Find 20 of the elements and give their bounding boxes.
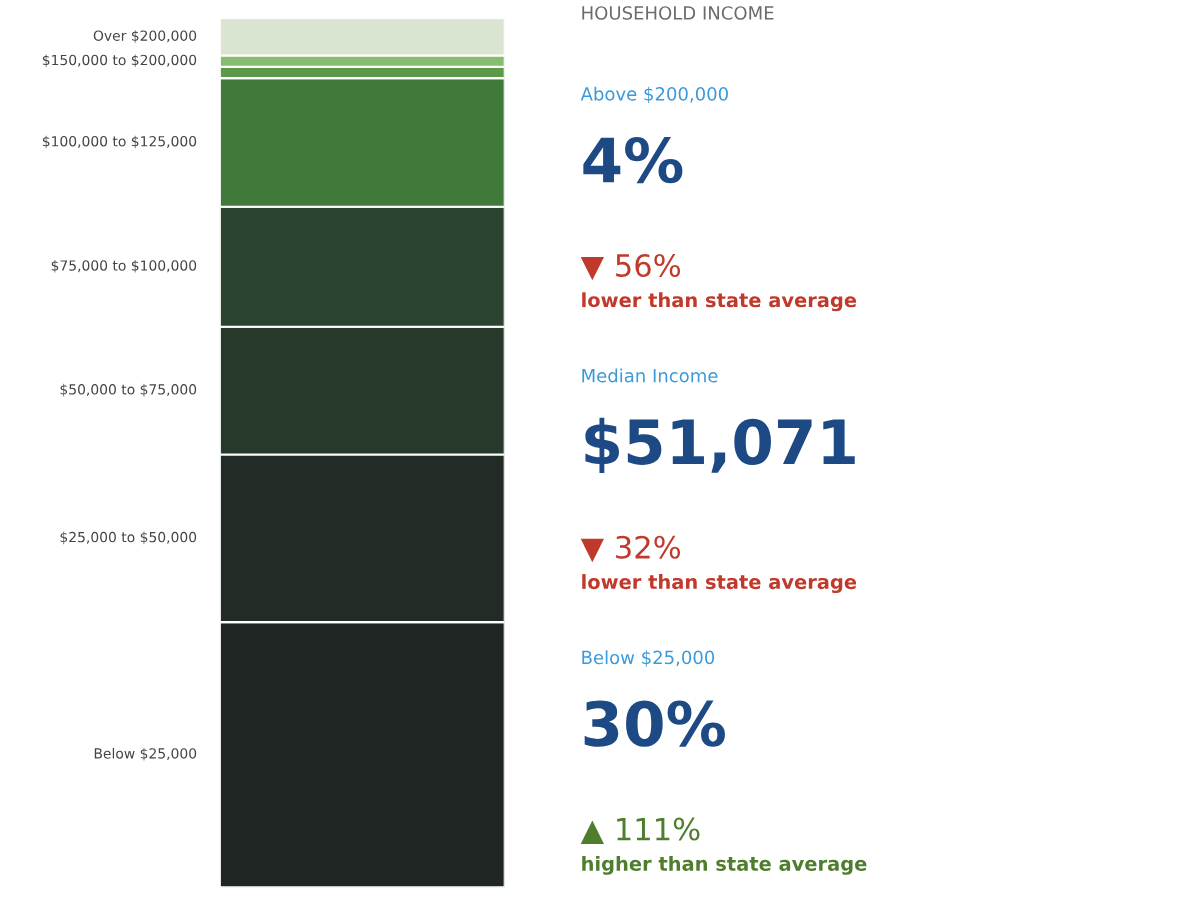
text: Below $25,000: [582, 650, 715, 667]
text: ▼ 56%: [580, 253, 681, 281]
series-label: $100,000 to $125,000: [42, 135, 197, 149]
text: $51,071: [585, 417, 855, 474]
series-label: Below $25,000: [94, 747, 197, 761]
text: Above $200,000: [580, 86, 728, 104]
text: HOUSEHOLD INCOME: [582, 6, 774, 20]
series-label: Over $200,000: [93, 30, 197, 43]
series-label: $50,000 to $75,000: [60, 383, 197, 397]
text: Median Income: [582, 368, 718, 383]
text: lower than state average: [582, 574, 857, 594]
text: higher than state average: [582, 855, 867, 875]
text: 4%: [583, 136, 683, 184]
series-label: $75,000 to $100,000: [51, 259, 197, 273]
text: 30%: [584, 700, 725, 747]
text: ▼ 32%: [580, 535, 681, 563]
text: lower than state average: [582, 292, 857, 312]
text: ▲ 111%: [580, 817, 700, 844]
series-label: $150,000 to $200,000: [42, 54, 197, 68]
series-label: $25,000 to $50,000: [60, 531, 197, 545]
